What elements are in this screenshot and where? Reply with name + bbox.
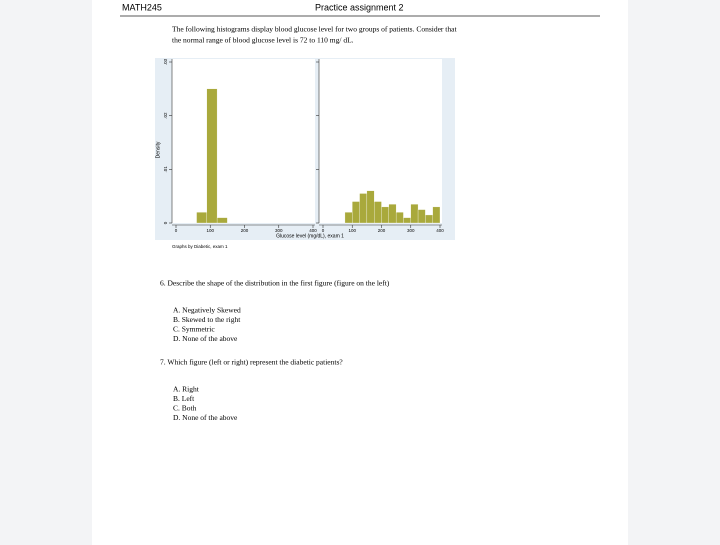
x-tick-label: 0 <box>322 228 325 233</box>
histogram-bar <box>432 206 441 224</box>
histogram-bar <box>206 88 218 224</box>
x-tick-label: 200 <box>378 228 386 233</box>
histogram-bar <box>381 206 389 224</box>
x-tick-label: 0 <box>175 228 178 233</box>
question: 6. Describe the shape of the distributio… <box>160 279 390 288</box>
histogram-bar <box>395 212 404 224</box>
x-tick-label: 200 <box>241 228 249 233</box>
histogram-bar <box>216 217 228 224</box>
option: B. Left <box>173 394 195 403</box>
question: 7. Which figure (left or right) represen… <box>160 358 343 367</box>
histogram-bar <box>352 201 360 224</box>
option: A. Right <box>173 385 200 394</box>
x-tick-label: 300 <box>407 228 415 233</box>
x-tick-label: 400 <box>436 228 444 233</box>
option: D. None of the above <box>173 334 238 343</box>
histogram-bar <box>196 212 207 224</box>
x-tick-label: 400 <box>309 228 317 233</box>
option: D. None of the above <box>173 413 238 422</box>
y-tick-label: 0 <box>163 221 168 224</box>
plot-area <box>172 59 315 223</box>
y-label: Density <box>155 141 161 158</box>
histogram-bar <box>359 193 368 224</box>
option: C. Both <box>173 404 197 413</box>
y-tick-label: .03 <box>163 58 168 65</box>
histogram-bar <box>366 190 375 224</box>
option: A. Negatively Skewed <box>173 306 241 315</box>
x-tick-label: 100 <box>206 228 214 233</box>
histogram-bar <box>417 209 426 224</box>
y-tick-label: .02 <box>163 112 168 119</box>
x-label: Glucose level (mg/dL), exam 1 <box>276 233 344 239</box>
y-tick-label: .01 <box>163 166 168 173</box>
histogram-bar <box>388 204 397 224</box>
course: MATH245 <box>122 2 162 12</box>
histogram-bar <box>374 201 382 224</box>
option: B. Skewed to the right <box>173 315 241 324</box>
note: Graphs by Diabetic, exam 1 <box>172 244 228 249</box>
histogram-bar <box>410 204 419 224</box>
plot-area <box>319 59 442 223</box>
x-tick-label: 100 <box>348 228 356 233</box>
histogram-bar <box>344 212 353 224</box>
x-tick-label: 300 <box>275 228 283 233</box>
intro-line: the normal range of blood glucose level … <box>172 36 354 45</box>
option: C. Symmetric <box>173 325 215 334</box>
intro-line: The following histograms display blood g… <box>172 25 457 34</box>
histogram-bar <box>403 217 411 224</box>
histogram-bar <box>425 214 433 224</box>
title: Practice assignment 2 <box>315 2 404 12</box>
